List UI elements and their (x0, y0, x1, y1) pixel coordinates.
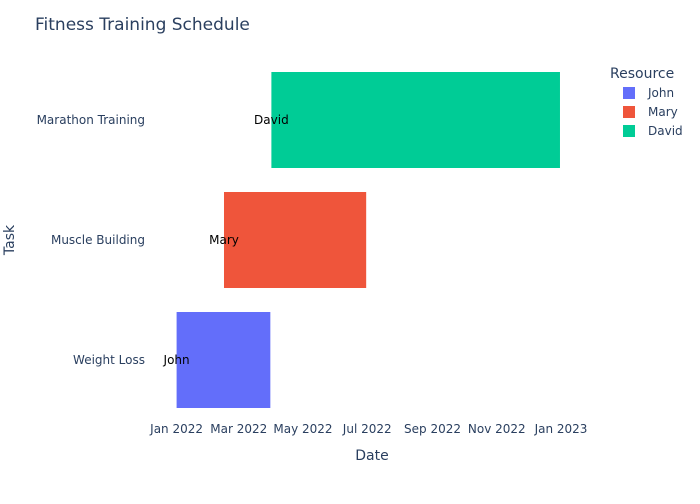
legend-swatch-david (623, 125, 635, 137)
x-tick-label: May 2022 (273, 422, 332, 436)
x-tick-label: Jan 2022 (149, 422, 203, 436)
bar-label-mary: Mary (209, 233, 239, 247)
legend-label-david: David (648, 124, 683, 138)
legend-title: Resource (610, 66, 674, 82)
bar-david (271, 72, 560, 168)
y-tick-muscle-building: Muscle Building (51, 233, 145, 247)
legend: Resource John Mary David (610, 66, 683, 138)
legend-label-john: John (647, 86, 674, 100)
x-tick-label: Jan 2023 (534, 422, 588, 436)
x-tick-labels: Jan 2022 Mar 2022 May 2022 Jul 2022 Sep 2022… (149, 422, 587, 436)
y-tick-marathon-training: Marathon Training (37, 113, 145, 127)
y-tick-weight-loss: Weight Loss (73, 353, 145, 367)
x-tick-label: Sep 2022 (404, 422, 461, 436)
legend-label-mary: Mary (648, 105, 678, 119)
x-tick-label: Nov 2022 (468, 422, 526, 436)
legend-swatch-mary (623, 106, 635, 118)
y-tick-labels: Weight Loss Muscle Building Marathon Train… (37, 113, 145, 367)
x-tick-label: Jul 2022 (342, 422, 392, 436)
chart-title: Fitness Training Schedule (35, 15, 250, 35)
bars-layer: John Mary David (163, 72, 560, 408)
bar-john (176, 312, 271, 408)
bar-label-david: David (254, 113, 289, 127)
legend-swatch-john (623, 87, 635, 99)
bar-mary (223, 192, 367, 288)
bar-label-john: John (163, 353, 190, 367)
y-axis-title: Task (2, 224, 18, 256)
x-axis-title: Date (355, 448, 388, 464)
x-tick-label: Mar 2022 (210, 422, 267, 436)
